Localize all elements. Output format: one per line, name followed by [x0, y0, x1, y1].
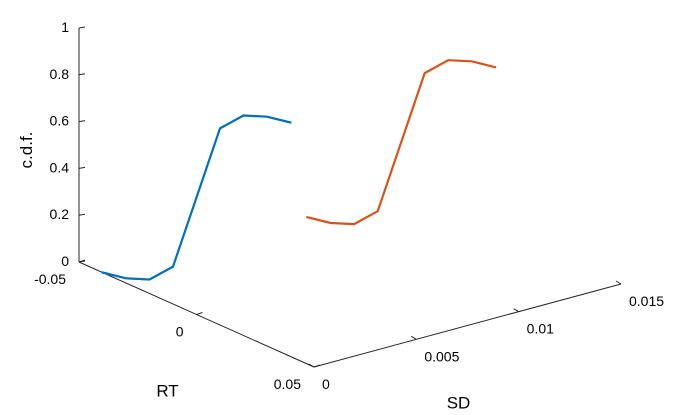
x-tick-label: -0.05 [34, 271, 66, 287]
z-tick [78, 120, 86, 123]
axes-layer: 0 0.2 0.4 0.6 0.8 1 -0.05 0 0.05 0 0.005 0.01 0.015 [34, 19, 664, 392]
z-tick-label: 0.6 [50, 113, 70, 129]
y-tick-label: 0 [322, 376, 330, 392]
z-tick [78, 213, 86, 216]
y-tick-label: 0.01 [527, 321, 554, 337]
z-tick-label: 0.2 [50, 206, 70, 222]
series-line-1 [101, 114, 292, 281]
x-tick-label: 0 [176, 324, 184, 340]
x-axis-title: RT [156, 382, 178, 401]
y-tick [615, 280, 622, 285]
z-tick-label: 0.4 [50, 159, 70, 175]
y-tick [308, 363, 315, 368]
series-line-2 [306, 59, 497, 226]
series-layer [101, 59, 497, 281]
labels-layer: c.d.f. RT SD [17, 132, 471, 413]
z-tick-label: 0 [61, 253, 69, 269]
y-axis-title: SD [447, 394, 471, 411]
z-tick-label: 1 [61, 19, 69, 35]
z-axis-title: c.d.f. [17, 132, 36, 169]
x-tick [78, 259, 86, 263]
y-tick-label: 0.015 [629, 293, 664, 309]
y-axis-line [313, 283, 622, 368]
y-tick [411, 335, 417, 340]
x-tick [313, 364, 321, 368]
z-tick [78, 26, 86, 29]
x-tick-label: 0.05 [274, 376, 301, 392]
x-tick [196, 312, 203, 315]
y-tick [513, 308, 519, 313]
z-tick [78, 73, 86, 76]
y-tick-label: 0.005 [424, 348, 459, 364]
z-tick-label: 0.8 [50, 66, 70, 82]
z-tick [78, 166, 86, 169]
